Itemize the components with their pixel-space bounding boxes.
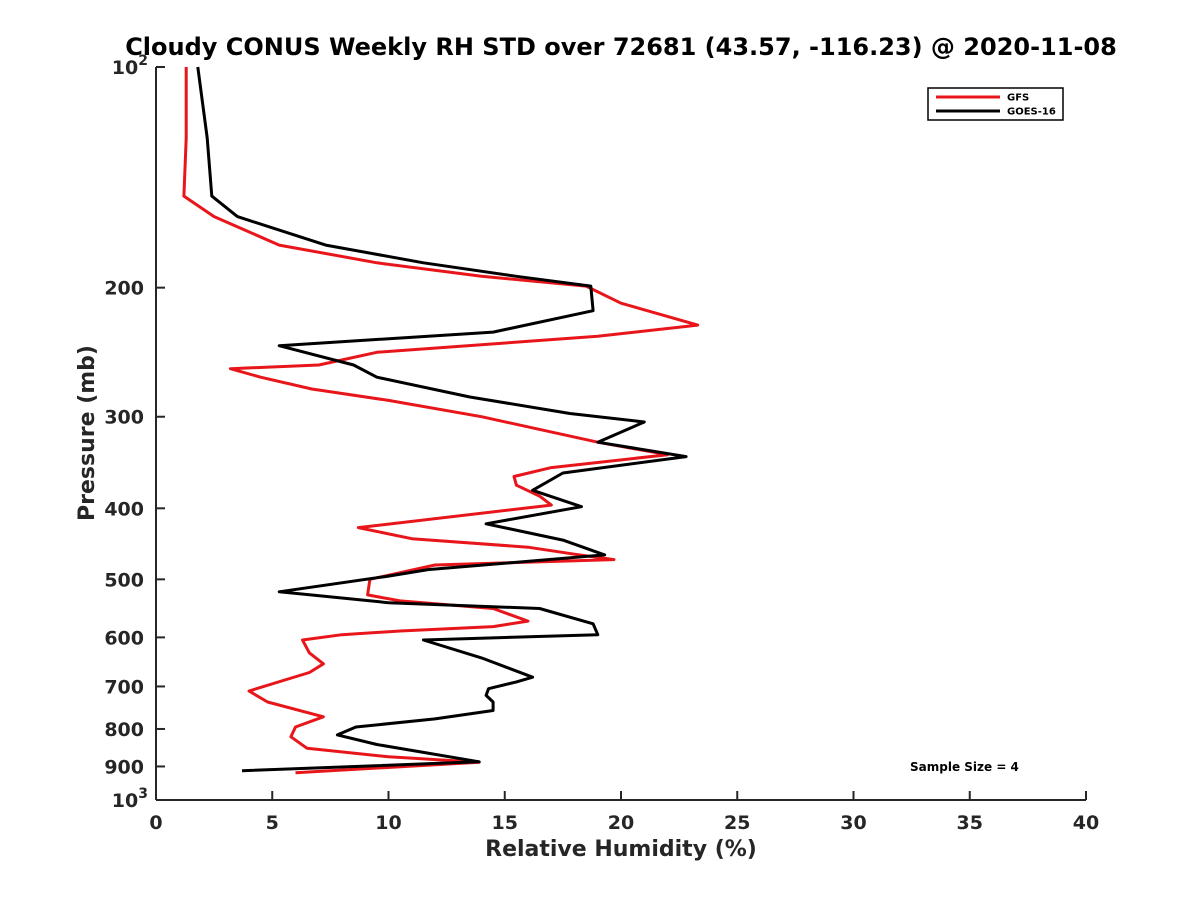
x-tick-label-35: 35: [957, 812, 983, 834]
legend-label-gfs: GFS: [1007, 93, 1029, 104]
y-tick-label-600: 600: [104, 627, 144, 649]
y-tick-label-200: 200: [104, 278, 144, 300]
x-tick-label-20: 20: [608, 812, 634, 834]
sample-size-annotation: Sample Size = 4: [910, 760, 1019, 774]
x-axis-label: Relative Humidity (%): [485, 837, 757, 862]
x-tick-label-10: 10: [375, 812, 401, 834]
ticks-layer: 0 5 10 15 20 25 30 35 40 102 200 300 400 500 600 700 800…: [104, 53, 1099, 834]
y-tick-label-700: 700: [104, 676, 144, 698]
y-tick-label-300: 300: [104, 407, 144, 429]
x-tick-label-0: 0: [149, 812, 162, 834]
y-tick-label-900: 900: [104, 756, 144, 778]
legend-label-goes-16: GOES-16: [1007, 107, 1056, 118]
y-tick-label-400: 400: [104, 498, 144, 520]
series-layer: [182, 66, 700, 775]
y-tick-label-1000: 103: [112, 786, 148, 812]
x-tick-label-25: 25: [724, 812, 750, 834]
y-tick-label-800: 800: [104, 719, 144, 741]
series-line-goes-16: [196, 66, 688, 773]
y-tick-label-500: 500: [104, 569, 144, 591]
chart-title: Cloudy CONUS Weekly RH STD over 72681 (4…: [125, 33, 1117, 61]
series-line-gfs: [182, 67, 700, 775]
y-tick-label-100: 102: [112, 53, 148, 79]
x-tick-label-30: 30: [840, 812, 866, 834]
x-tick-label-40: 40: [1073, 812, 1099, 834]
y-axis-label: Pressure (mb): [75, 345, 100, 521]
x-tick-label-15: 15: [492, 812, 518, 834]
legend-box: [927, 87, 1064, 121]
legend: GFS GOES-16: [927, 87, 1064, 121]
x-tick-label-5: 5: [266, 812, 279, 834]
